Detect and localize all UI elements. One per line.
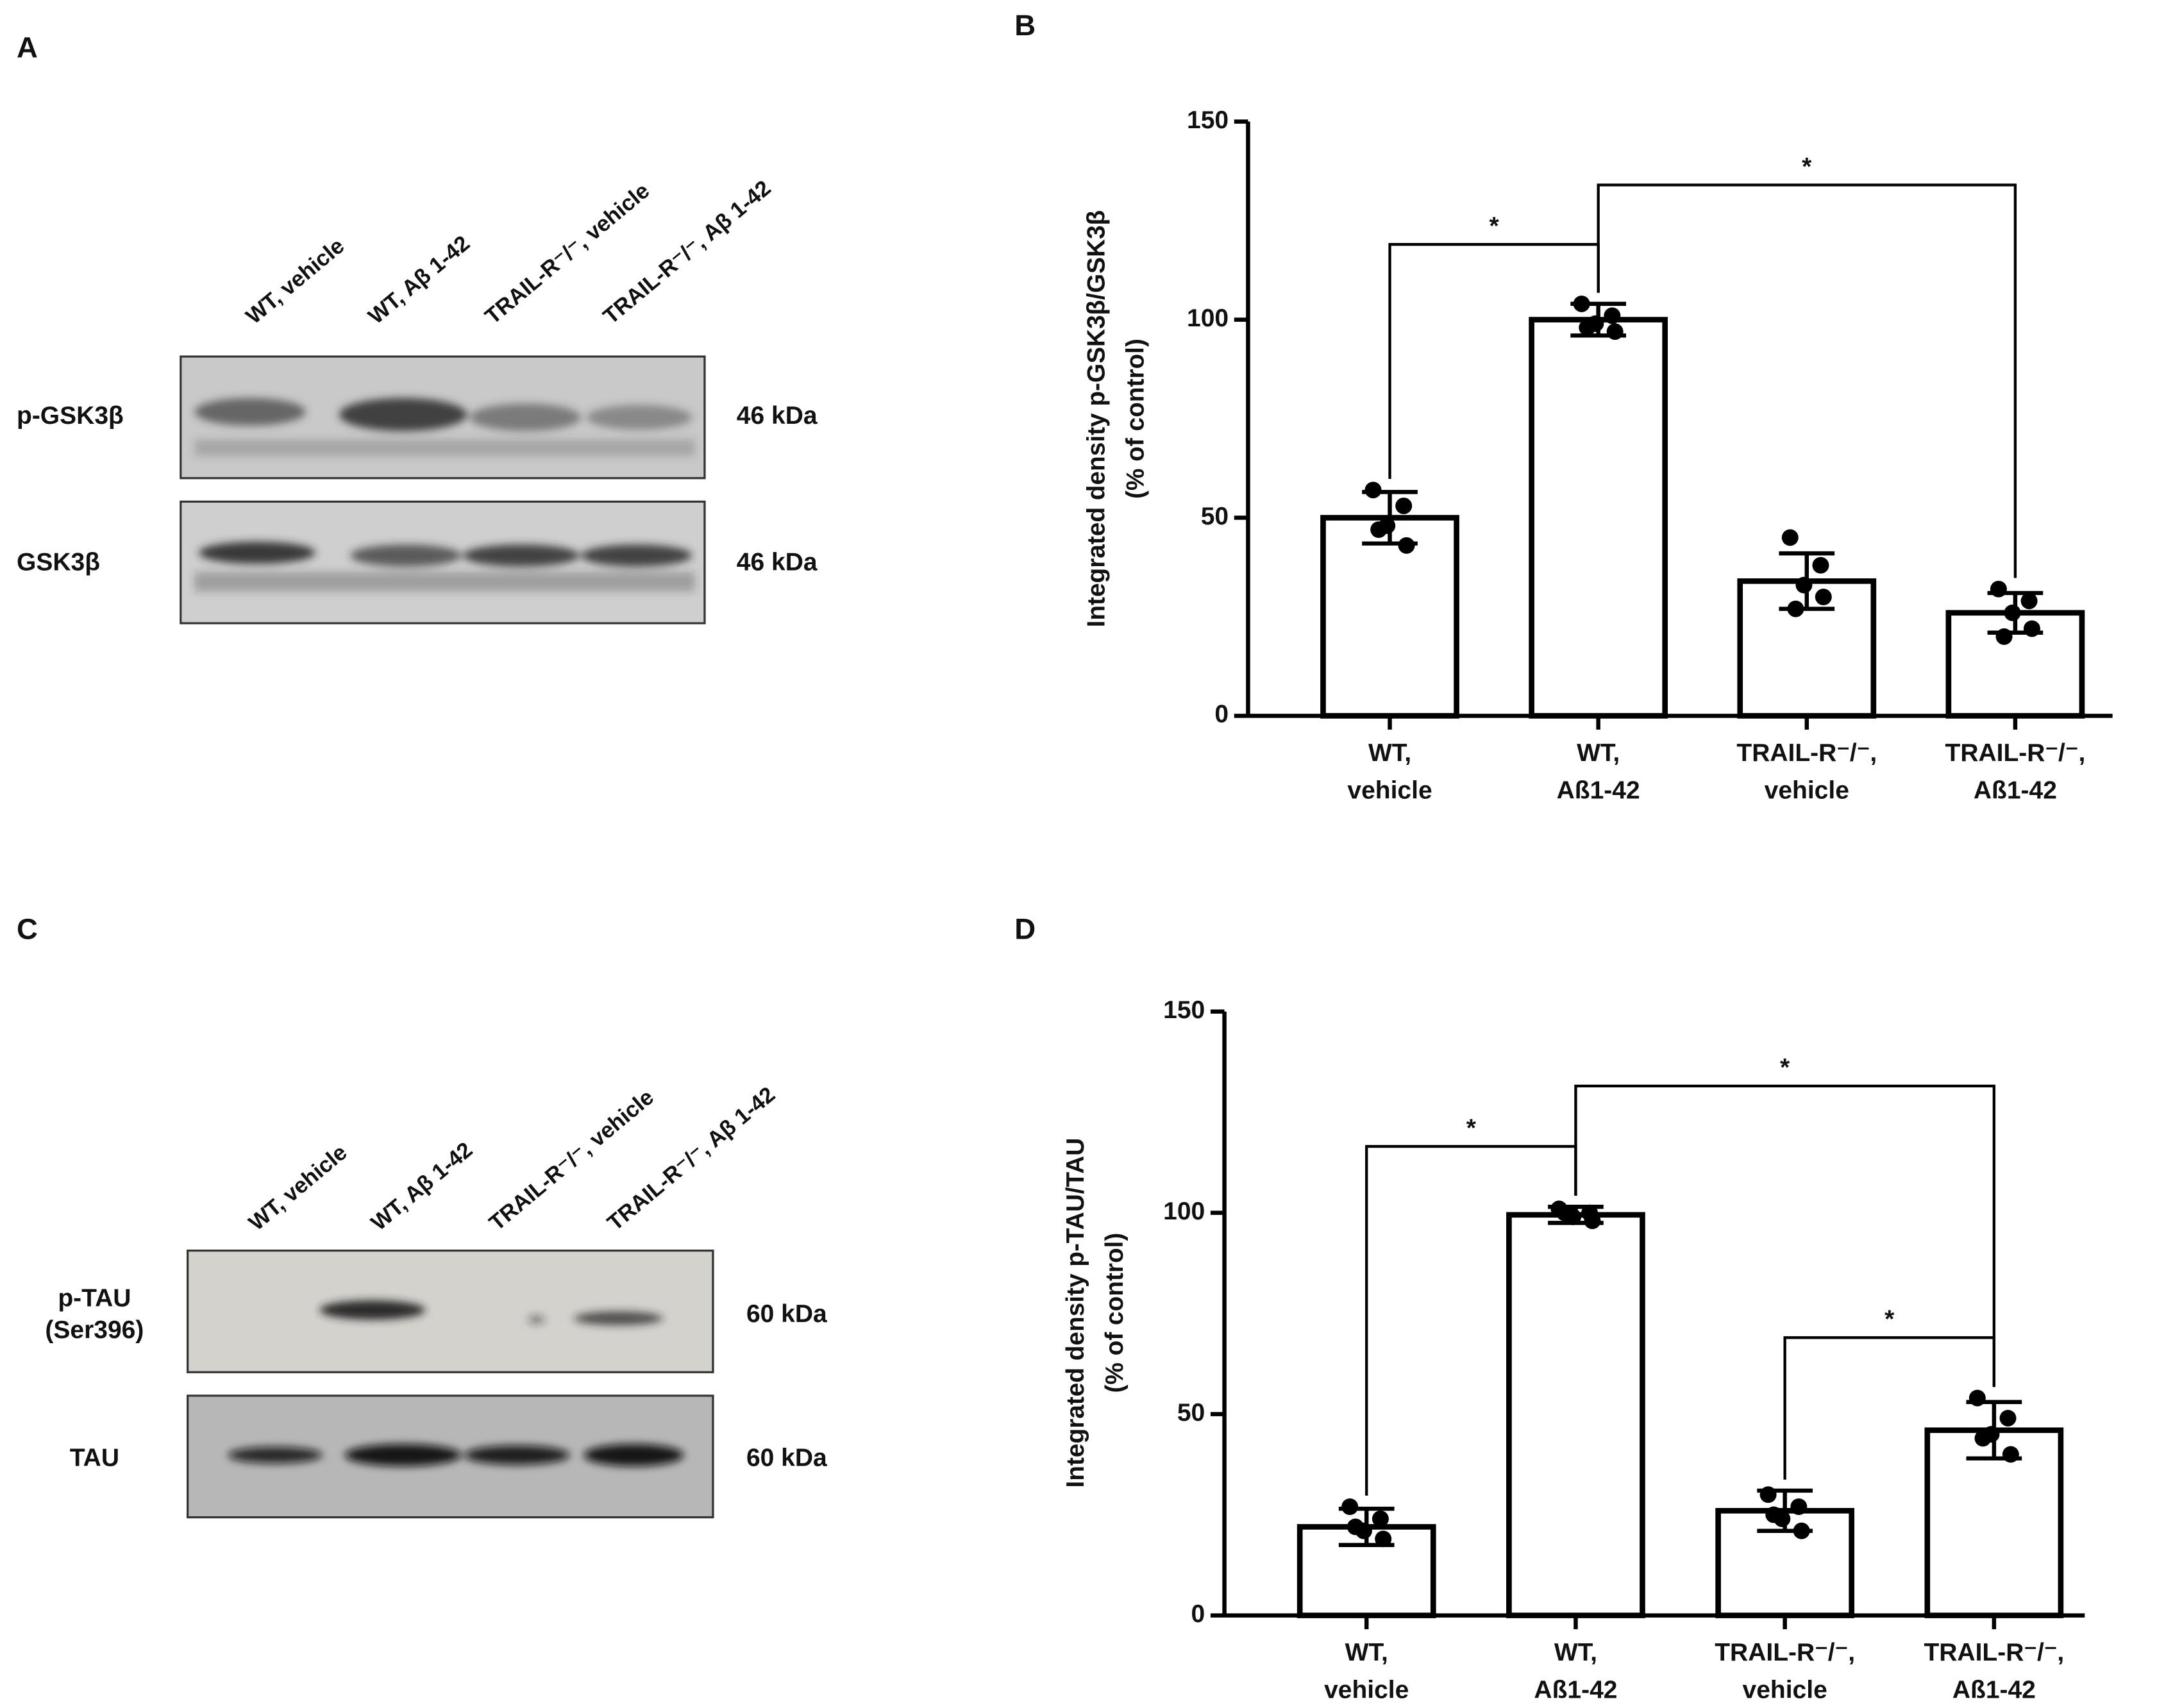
x-tick-label: vehicle (1347, 776, 1432, 804)
x-tick-label: WT, (1345, 1639, 1388, 1666)
data-point (1765, 1506, 1783, 1523)
significance-bracket (1574, 1084, 1996, 1387)
data-point (1999, 1409, 2017, 1427)
significance-label: * (1884, 1306, 1895, 1334)
significance-label: * (1802, 153, 1812, 181)
blot-image (186, 1249, 714, 1519)
data-point (1968, 1389, 1986, 1407)
data-point (1795, 576, 1813, 594)
row-label: TAU (70, 1444, 119, 1471)
x-tick-label: TRAIL-R⁻/⁻, (1715, 1639, 1855, 1666)
band-size: 46 kDa (737, 549, 818, 576)
data-point (1347, 1518, 1364, 1536)
x-tick-label: TRAIL-R⁻/⁻, (1945, 739, 2086, 767)
y-tick-label: 50 (1177, 1399, 1205, 1427)
bar (1320, 515, 1459, 719)
band-size: 60 kDa (746, 1300, 827, 1328)
y-tick-label: 0 (1191, 1600, 1205, 1628)
x-tick-label: Aß1-42 (1557, 776, 1640, 804)
x-tick-label: WT, (1554, 1639, 1597, 1666)
blot-image (180, 355, 706, 624)
data-point (1341, 1498, 1359, 1515)
data-point (1573, 295, 1590, 312)
data-point (1364, 481, 1382, 499)
panel-label: C (17, 913, 38, 946)
data-point (1370, 521, 1388, 539)
data-point (1579, 319, 1596, 336)
y-tick-label: 150 (1163, 996, 1205, 1024)
lane-label: WT, vehicle (244, 1141, 352, 1236)
y-tick-label: 0 (1214, 701, 1229, 728)
data-point (1375, 1530, 1392, 1548)
y-axis-label: Integrated density p-TAU/TAU (1062, 1138, 1089, 1488)
data-point (1395, 498, 1413, 514)
y-axis-label: Integrated density p-GSK3β/GSK3β (1083, 210, 1111, 628)
panel-label: B (1014, 9, 1036, 42)
data-point (1584, 1212, 1601, 1230)
x-tick-label: WT, (1577, 739, 1620, 767)
data-point (2023, 620, 2040, 637)
y-tick-label: 100 (1163, 1198, 1205, 1225)
row-label: p-TAU (58, 1284, 131, 1312)
y-tick-label: 150 (1187, 106, 1229, 134)
x-tick-label: vehicle (1324, 1676, 1409, 1704)
data-point (1815, 589, 1832, 606)
data-point (2020, 592, 2038, 610)
y-tick-label: 50 (1201, 503, 1229, 530)
panel-label: D (1014, 913, 1036, 946)
bar (1924, 1427, 2064, 1618)
data-point (1606, 323, 1624, 340)
y-axis-label: (% of control) (1101, 1233, 1129, 1393)
data-point (1793, 1522, 1810, 1539)
data-point (1995, 628, 2013, 645)
row-label: GSK3β (17, 549, 100, 576)
y-axis-label: (% of control) (1121, 339, 1149, 499)
data-point (1974, 1430, 1992, 1447)
row-label: (Ser396) (45, 1316, 144, 1344)
data-point (2002, 1446, 2019, 1463)
x-tick-label: vehicle (1765, 776, 1849, 804)
bar (1506, 1212, 1645, 1618)
band-size: 60 kDa (746, 1444, 827, 1471)
row-label: p-GSK3β (17, 402, 124, 430)
data-point (1790, 1498, 1808, 1515)
data-point (1372, 1510, 1389, 1527)
data-point (1787, 600, 1804, 617)
data-point (1556, 1204, 1574, 1221)
data-point (1781, 529, 1799, 546)
x-tick-label: vehicle (1743, 1676, 1827, 1704)
significance-label: * (1466, 1115, 1477, 1143)
data-point (2004, 604, 2021, 621)
significance-label: * (1780, 1054, 1790, 1082)
x-tick-label: Aß1-42 (1534, 1676, 1617, 1704)
lane-label: WT, Aβ 1-42 (367, 1137, 478, 1235)
x-tick-label: WT, (1368, 739, 1411, 767)
data-point (1759, 1486, 1777, 1503)
x-tick-label: TRAIL-R⁻/⁻, (1736, 739, 1877, 767)
data-point (1812, 557, 1829, 574)
lane-label: WT, vehicle (242, 234, 349, 330)
data-point (1398, 537, 1415, 554)
x-tick-label: TRAIL-R⁻/⁻, (1924, 1639, 2064, 1666)
significance-bracket (1597, 183, 2017, 578)
x-tick-label: Aß1-42 (1974, 776, 2057, 804)
significance-label: * (1489, 213, 1499, 240)
y-tick-label: 100 (1187, 305, 1229, 332)
lane-label: WT, Aβ 1-42 (364, 231, 474, 330)
data-point (1990, 580, 2007, 598)
band-size: 46 kDa (737, 402, 818, 430)
bar (1529, 317, 1668, 719)
data-point (1604, 307, 1621, 324)
panel-label: A (17, 31, 38, 64)
x-tick-label: Aß1-42 (1952, 1676, 2036, 1704)
